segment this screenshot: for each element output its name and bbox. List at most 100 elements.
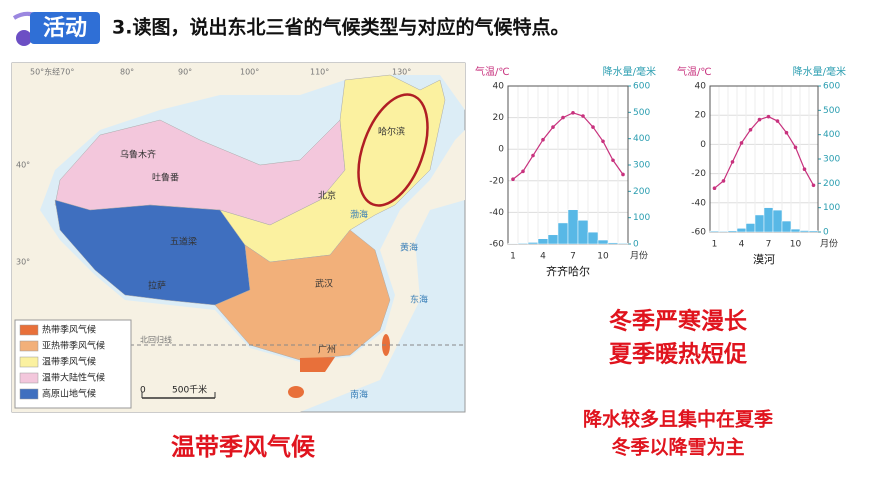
sea: 渤海 bbox=[350, 209, 368, 221]
sea: 南海 bbox=[350, 389, 368, 401]
city: 拉萨 bbox=[148, 280, 166, 292]
temp-point bbox=[551, 125, 555, 129]
y-axis-label: 气温/℃ bbox=[677, 65, 712, 78]
temp-point bbox=[712, 186, 717, 190]
precip-bar bbox=[736, 228, 747, 233]
coord: 80° bbox=[120, 68, 134, 77]
x-tick-label: 1 bbox=[712, 240, 718, 250]
precip-bar bbox=[597, 239, 609, 245]
chart-title: 漠河 bbox=[753, 253, 775, 266]
precip-bar bbox=[507, 243, 519, 245]
legend-label: 温带大陆性气候 bbox=[42, 372, 105, 384]
city: 哈尔滨 bbox=[378, 126, 405, 138]
feature: 降水较多且集中在夏季 bbox=[583, 408, 773, 431]
precip-bar bbox=[709, 230, 720, 233]
y2-tick-label: 0 bbox=[823, 228, 829, 238]
y2-tick-label: 300 bbox=[823, 155, 840, 165]
temp-point bbox=[793, 145, 798, 150]
y2-tick-label: 100 bbox=[823, 203, 840, 213]
tropic-label: 北回归线 bbox=[140, 335, 172, 345]
temp-point bbox=[802, 167, 807, 172]
y2-tick-label: 500 bbox=[633, 108, 650, 118]
precip-bar bbox=[799, 230, 810, 233]
x-tick-label: 10 bbox=[597, 252, 609, 262]
chart-title: 齐齐哈尔 bbox=[546, 264, 590, 278]
y-axis-label: 气温/℃ bbox=[475, 65, 510, 78]
x-tick-label: 4 bbox=[540, 252, 546, 262]
y-tick-label: -60 bbox=[691, 228, 706, 238]
temp-point bbox=[730, 160, 735, 164]
coord: 110° bbox=[310, 68, 329, 77]
y-tick-label: 0 bbox=[700, 140, 706, 150]
tropical-zone bbox=[300, 357, 335, 372]
city: 五道梁 bbox=[170, 236, 197, 248]
city: 吐鲁番 bbox=[152, 172, 179, 184]
precip-bar bbox=[517, 242, 529, 245]
y2-axis-label: 降水量/毫米 bbox=[603, 65, 656, 78]
precip-bar bbox=[587, 231, 599, 245]
precip-bar bbox=[763, 207, 774, 233]
coord: 40° bbox=[16, 161, 30, 170]
y2-tick-label: 500 bbox=[823, 106, 840, 116]
slide-title: 3.读图，说出东北三省的气候类型与对应的气候特点。 bbox=[112, 16, 569, 39]
climate-type: 温带季风气候 bbox=[171, 433, 316, 461]
coord: 30° bbox=[16, 258, 30, 267]
precip-bar bbox=[781, 220, 792, 233]
x-axis-label: 月份 bbox=[820, 238, 838, 250]
legend-swatch bbox=[19, 372, 39, 384]
precip-bar bbox=[617, 242, 629, 245]
x-tick-label: 7 bbox=[570, 252, 576, 262]
y-tick-label: -40 bbox=[489, 208, 504, 218]
feature: 冬季严寒漫长 bbox=[609, 308, 748, 335]
legend-label: 热带季风气候 bbox=[42, 324, 96, 336]
precip-bar bbox=[607, 242, 619, 245]
y-tick-label: -20 bbox=[691, 169, 706, 179]
scale-label: 500千米 bbox=[172, 384, 207, 396]
y-tick-label: 20 bbox=[695, 111, 707, 121]
y-tick-label: -40 bbox=[691, 198, 706, 208]
y2-tick-label: 200 bbox=[823, 179, 840, 189]
temp-point bbox=[601, 139, 605, 144]
y2-tick-label: 600 bbox=[633, 82, 650, 92]
precip-bar bbox=[557, 222, 569, 245]
legend-swatch bbox=[19, 356, 39, 368]
subtropical-zone bbox=[214, 229, 391, 361]
map: 50°东经70° 80° 90° 100° 110° 130° 40° 30° … bbox=[11, 62, 466, 413]
sea: 东海 bbox=[410, 294, 428, 306]
temp-point bbox=[757, 117, 762, 122]
temp-point bbox=[621, 172, 625, 177]
temp-point bbox=[521, 169, 525, 174]
precip-bar bbox=[754, 214, 765, 233]
y2-tick-label: 200 bbox=[633, 187, 650, 197]
coord: 100° bbox=[240, 68, 259, 77]
temp-point bbox=[531, 153, 535, 158]
city: 北京 bbox=[318, 190, 336, 202]
legend-swatch bbox=[19, 388, 39, 400]
y2-tick-label: 0 bbox=[633, 240, 639, 250]
legend-label: 高原山地气候 bbox=[42, 388, 96, 400]
temp-point bbox=[541, 137, 545, 142]
precip-bar bbox=[745, 223, 756, 233]
temp-point bbox=[591, 125, 595, 129]
precip-bar bbox=[537, 238, 549, 245]
city: 乌鲁木齐 bbox=[120, 149, 156, 161]
y-tick-label: -20 bbox=[489, 176, 504, 186]
temp-point bbox=[784, 130, 789, 135]
temp-point bbox=[748, 128, 753, 132]
precip-bar bbox=[808, 230, 819, 233]
precip-bar bbox=[727, 230, 738, 233]
temp-point bbox=[739, 141, 744, 145]
legend-label: 温带季风气候 bbox=[42, 356, 96, 368]
monsoon-zone bbox=[219, 74, 446, 263]
y2-tick-label: 300 bbox=[633, 161, 650, 171]
y-tick-label: -60 bbox=[489, 240, 504, 250]
feature: 冬季以降雪为主 bbox=[611, 436, 744, 459]
y2-tick-label: 400 bbox=[633, 134, 650, 144]
temp-point bbox=[571, 111, 575, 115]
y-tick-label: 20 bbox=[493, 113, 505, 123]
coord: 130° bbox=[392, 68, 411, 77]
temp-point bbox=[766, 114, 771, 119]
